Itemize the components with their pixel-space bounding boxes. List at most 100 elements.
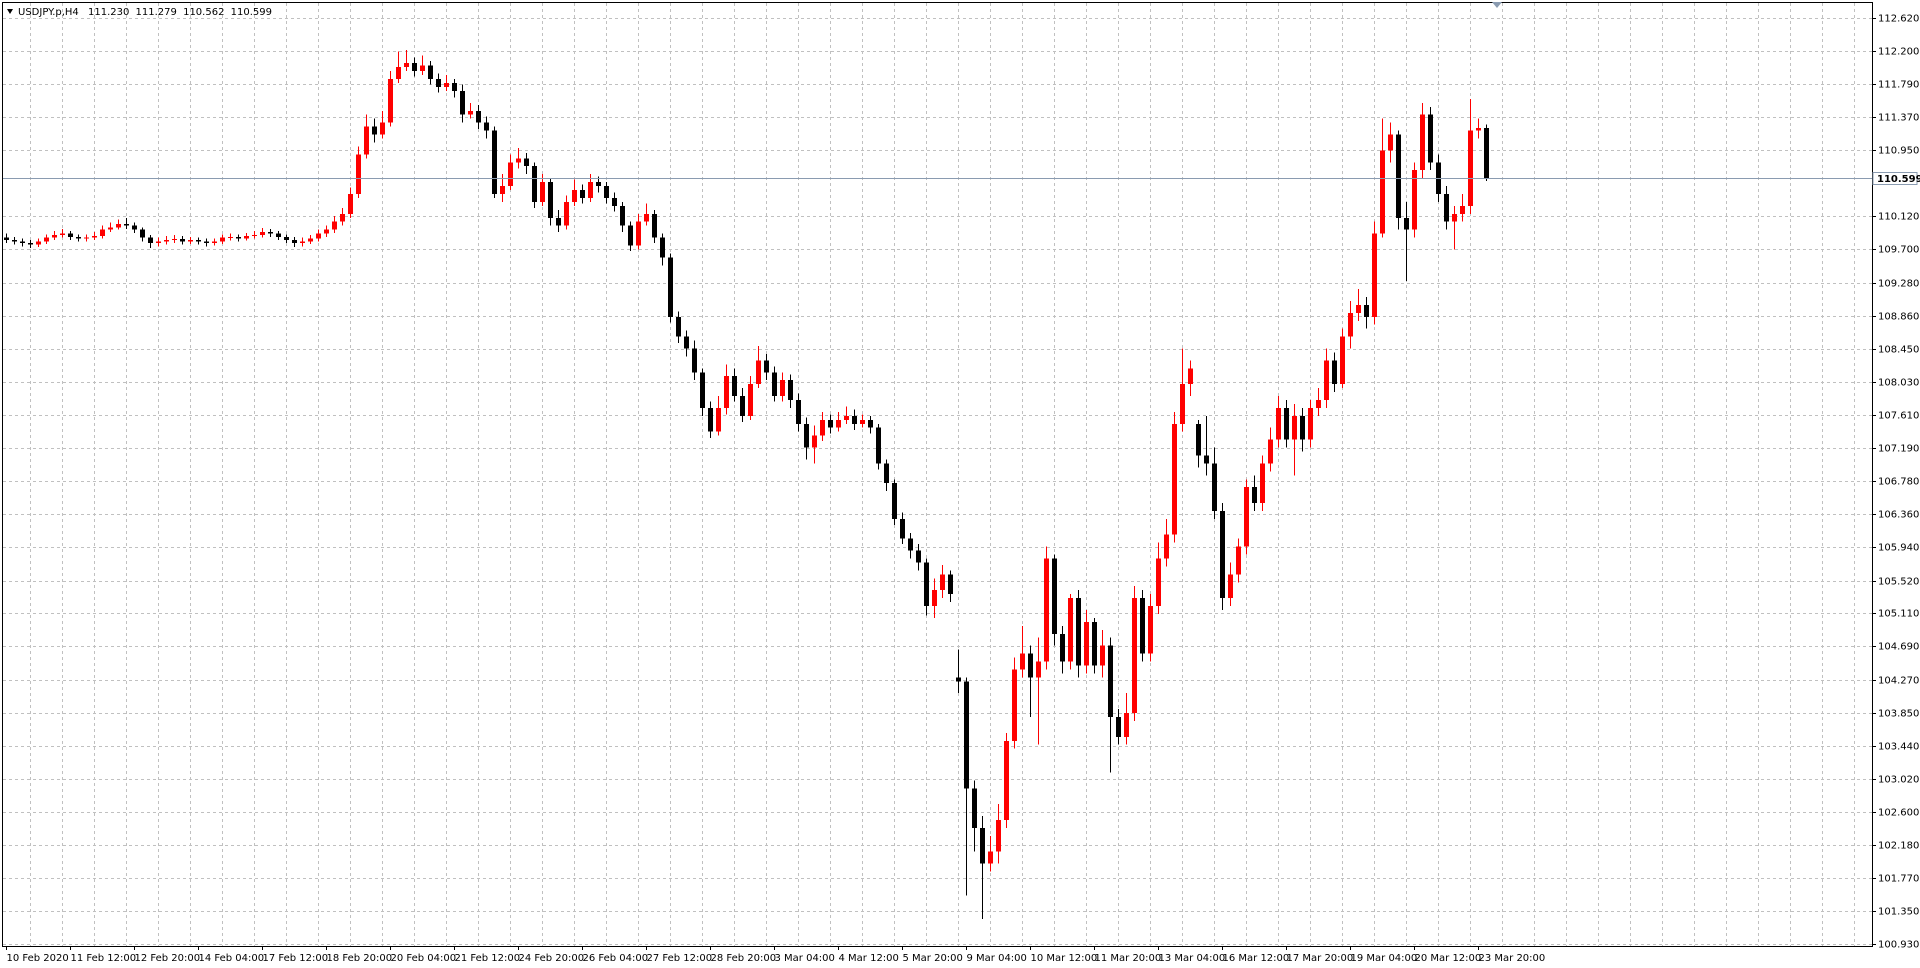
candle-body	[844, 415, 849, 420]
candle-body	[212, 241, 217, 244]
candle-body	[476, 110, 481, 123]
candle-body	[972, 788, 977, 828]
candle-body	[500, 186, 505, 194]
candle-body	[1260, 463, 1265, 504]
candle-body	[100, 229, 105, 236]
candle-body	[652, 213, 657, 238]
y-tick-label: 111.790	[1878, 80, 1919, 91]
candle-body	[684, 336, 689, 349]
candle-body	[1044, 558, 1049, 662]
candle-body	[460, 90, 465, 115]
y-tick-label: 101.770	[1878, 874, 1919, 885]
candle-body	[284, 236, 289, 240]
candle-body	[484, 122, 489, 131]
candle-body	[108, 227, 113, 230]
candle-body	[1108, 645, 1113, 717]
x-tick-label: 23 Mar 20:00	[1479, 953, 1546, 964]
y-tick-label: 108.030	[1878, 378, 1919, 389]
plot-border	[2, 2, 1873, 947]
candle-body	[436, 79, 441, 87]
candle-body	[1452, 213, 1457, 222]
candle-body	[772, 372, 777, 397]
candle-body	[1172, 423, 1177, 535]
candle-body	[156, 241, 161, 244]
candle-body	[1348, 312, 1353, 337]
candle-body	[884, 463, 889, 484]
candle-body	[68, 233, 73, 237]
candle-body	[340, 213, 345, 222]
y-tick-label: 111.370	[1878, 113, 1919, 124]
candle-body	[1156, 558, 1161, 607]
candle-body	[1412, 170, 1417, 230]
candle-body	[52, 235, 57, 238]
candle-body	[1252, 487, 1257, 504]
x-tick-label: 24 Feb 20:00	[519, 953, 585, 964]
x-tick-label: 21 Feb 12:00	[455, 953, 521, 964]
symbol: USDJPY.p,H4	[18, 7, 79, 18]
candle-body	[356, 154, 361, 194]
candle-body	[1308, 407, 1313, 440]
x-tick-label: 19 Mar 04:00	[1351, 953, 1418, 964]
x-tick-label: 3 Mar 04:00	[775, 953, 835, 964]
candle-body	[1132, 598, 1137, 714]
candle-body	[412, 63, 417, 72]
candle-body	[1212, 463, 1217, 511]
candle-body	[940, 574, 945, 591]
y-tick-label: 108.450	[1878, 345, 1919, 356]
x-tick-label: 26 Feb 04:00	[583, 953, 649, 964]
candle-body	[892, 483, 897, 519]
candle-body	[1028, 653, 1033, 678]
candle-body	[1100, 645, 1105, 666]
candle-body	[348, 193, 353, 214]
candle-body	[1356, 304, 1361, 313]
candle-body	[1300, 415, 1305, 440]
candle-body	[1244, 487, 1249, 547]
y-tick-label: 105.940	[1878, 543, 1919, 554]
candle-body	[92, 235, 97, 238]
candle-body	[756, 360, 761, 385]
candle-body	[852, 415, 857, 424]
candle-body	[1068, 598, 1073, 662]
candle-body	[60, 233, 65, 236]
candle-body	[564, 201, 569, 226]
candle-body	[724, 376, 729, 408]
y-tick-label: 108.860	[1878, 312, 1919, 323]
candle-body	[268, 232, 273, 234]
candle-body	[1140, 598, 1145, 654]
candle-body	[1012, 669, 1017, 741]
candle-body	[1316, 400, 1321, 408]
candle-body	[364, 126, 369, 155]
candle-body	[596, 182, 601, 187]
candle-body	[420, 65, 425, 72]
y-tick-label: 109.280	[1878, 279, 1919, 290]
candle-body	[860, 419, 865, 424]
symbol-info: USDJPY.p,H4 111.230 111.279 110.562 110.…	[18, 7, 272, 18]
candle-body	[788, 380, 793, 401]
candle-body	[604, 186, 609, 198]
candle-body	[868, 419, 873, 428]
candle-body	[292, 239, 297, 244]
symbol-menu-icon[interactable]	[7, 9, 13, 14]
candle-body	[540, 182, 545, 202]
candle-body	[1180, 384, 1185, 424]
candle-body	[524, 158, 529, 167]
y-tick-label: 103.020	[1878, 775, 1919, 786]
x-tick-label: 4 Mar 12:00	[839, 953, 899, 964]
candle-body	[388, 79, 393, 123]
candle-body	[1148, 606, 1153, 654]
y-tick-label: 105.110	[1878, 609, 1919, 620]
candle-body	[1420, 114, 1425, 171]
candle-body	[908, 538, 913, 551]
x-tick-label: 13 Mar 04:00	[1159, 953, 1226, 964]
candle-body	[172, 239, 177, 241]
candle-body	[1380, 150, 1385, 234]
candle-body	[588, 182, 593, 198]
bid-label: 110.599	[1877, 174, 1920, 185]
candle-body	[36, 241, 41, 245]
candle-body	[492, 130, 497, 194]
candle-body	[780, 380, 785, 397]
candle-body	[1476, 128, 1481, 131]
y-tick-label: 110.120	[1878, 212, 1919, 223]
y-tick-label: 105.520	[1878, 577, 1919, 588]
candle-body	[1388, 134, 1393, 151]
